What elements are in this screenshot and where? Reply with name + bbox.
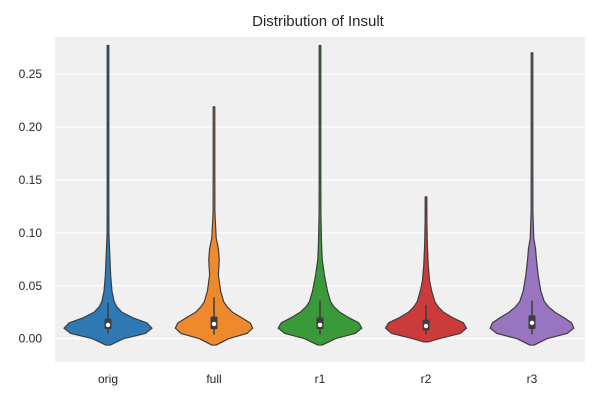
median-full xyxy=(211,321,217,327)
violin-orig xyxy=(63,44,153,346)
violin-full xyxy=(174,106,254,346)
y-tick-label: 0.00 xyxy=(19,332,43,346)
y-tick-label: 0.10 xyxy=(19,226,43,240)
y-tick-label: 0.20 xyxy=(19,120,43,134)
x-tick-label: full xyxy=(206,372,221,386)
x-tick-label: r1 xyxy=(315,372,326,386)
median-r1 xyxy=(317,322,323,328)
y-tick-label: 0.25 xyxy=(19,67,43,81)
y-tick-label: 0.05 xyxy=(19,279,43,293)
violin-r3 xyxy=(489,52,575,346)
violin-r2 xyxy=(384,196,468,343)
x-axis-ticks: orig full r1 r2 r3 xyxy=(98,372,538,386)
violin-r1 xyxy=(277,44,363,346)
x-tick-label: r2 xyxy=(421,372,432,386)
x-tick-label: orig xyxy=(98,372,118,386)
violins xyxy=(63,44,575,346)
chart-title: Distribution of Insult xyxy=(252,13,385,30)
median-orig xyxy=(105,322,111,328)
median-r3 xyxy=(529,320,535,326)
x-tick-label: r3 xyxy=(527,372,538,386)
median-r2 xyxy=(423,323,429,329)
y-tick-label: 0.15 xyxy=(19,173,43,187)
y-axis-ticks: 0.00 0.05 0.10 0.15 0.20 0.25 xyxy=(19,67,43,346)
